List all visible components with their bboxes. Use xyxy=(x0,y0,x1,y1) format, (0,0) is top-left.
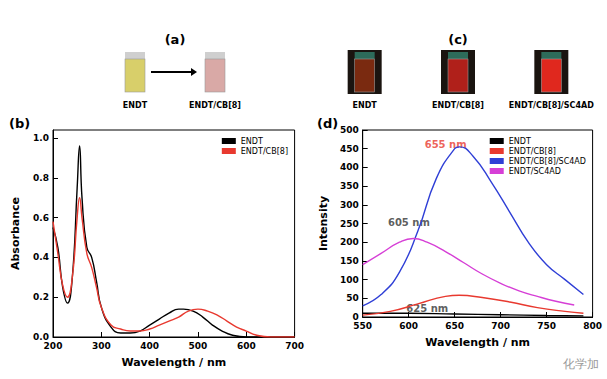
svg-text:200: 200 xyxy=(44,341,63,351)
svg-text:ENDT: ENDT xyxy=(241,137,263,146)
svg-text:0.6: 0.6 xyxy=(33,213,49,223)
svg-text:Wavelength / nm: Wavelength / nm xyxy=(121,356,226,369)
svg-text:300: 300 xyxy=(92,341,111,351)
svg-text:1.0: 1.0 xyxy=(33,133,49,143)
svg-text:450: 450 xyxy=(340,144,359,154)
svg-text:300: 300 xyxy=(340,200,359,210)
svg-text:0: 0 xyxy=(352,312,359,322)
svg-text:Wavelength / nm: Wavelength / nm xyxy=(425,336,530,349)
html-text:化学加: 化学加 xyxy=(563,357,599,371)
svg-text:655 nm: 655 nm xyxy=(425,139,467,150)
svg-text:ENDT/CB[8]/SC4AD: ENDT/CB[8]/SC4AD xyxy=(509,157,586,166)
svg-text:750: 750 xyxy=(537,321,556,331)
svg-text:ENDT/CB[8]/SC4AD: ENDT/CB[8]/SC4AD xyxy=(509,101,594,110)
svg-text:0.8: 0.8 xyxy=(33,173,49,183)
svg-text:ENDT: ENDT xyxy=(353,101,378,110)
svg-text:Intensity: Intensity xyxy=(317,196,330,251)
svg-text:500: 500 xyxy=(340,125,359,135)
svg-text:700: 700 xyxy=(491,321,510,331)
svg-text:400: 400 xyxy=(140,341,159,351)
svg-text:150: 150 xyxy=(340,256,359,266)
svg-text:ENDT/CB[8]: ENDT/CB[8] xyxy=(189,101,241,110)
svg-text:ENDT/CB[8]: ENDT/CB[8] xyxy=(241,147,288,156)
svg-text:(b): (b) xyxy=(9,116,30,131)
svg-text:ENDT/CB[8]: ENDT/CB[8] xyxy=(432,101,484,110)
svg-text:(a): (a) xyxy=(165,32,186,47)
svg-text:ENDT/SC4AD: ENDT/SC4AD xyxy=(509,167,561,176)
svg-text:Absorbance: Absorbance xyxy=(9,197,22,270)
svg-text:250: 250 xyxy=(340,219,359,229)
svg-text:600: 600 xyxy=(237,341,256,351)
svg-text:400: 400 xyxy=(340,162,359,172)
svg-text:50: 50 xyxy=(346,293,359,303)
svg-text:600: 600 xyxy=(399,321,418,331)
svg-text:0.0: 0.0 xyxy=(33,332,49,342)
svg-text:625 nm: 625 nm xyxy=(406,303,449,315)
svg-text:(d): (d) xyxy=(317,116,338,131)
svg-text:0.2: 0.2 xyxy=(33,292,49,302)
svg-text:500: 500 xyxy=(189,341,208,351)
svg-text:605 nm: 605 nm xyxy=(388,217,430,228)
svg-text:ENDT/CB[8]: ENDT/CB[8] xyxy=(509,147,556,156)
svg-text:ENDT: ENDT xyxy=(123,101,148,110)
svg-text:550: 550 xyxy=(353,321,372,331)
svg-text:200: 200 xyxy=(340,237,359,247)
svg-text:ENDT: ENDT xyxy=(509,137,531,146)
svg-text:350: 350 xyxy=(340,181,359,191)
svg-text:0.4: 0.4 xyxy=(33,252,49,262)
svg-text:650: 650 xyxy=(445,321,464,331)
svg-text:100: 100 xyxy=(340,275,359,285)
svg-text:700: 700 xyxy=(285,341,304,351)
svg-text:800: 800 xyxy=(583,321,602,331)
svg-text:(c): (c) xyxy=(448,32,468,47)
